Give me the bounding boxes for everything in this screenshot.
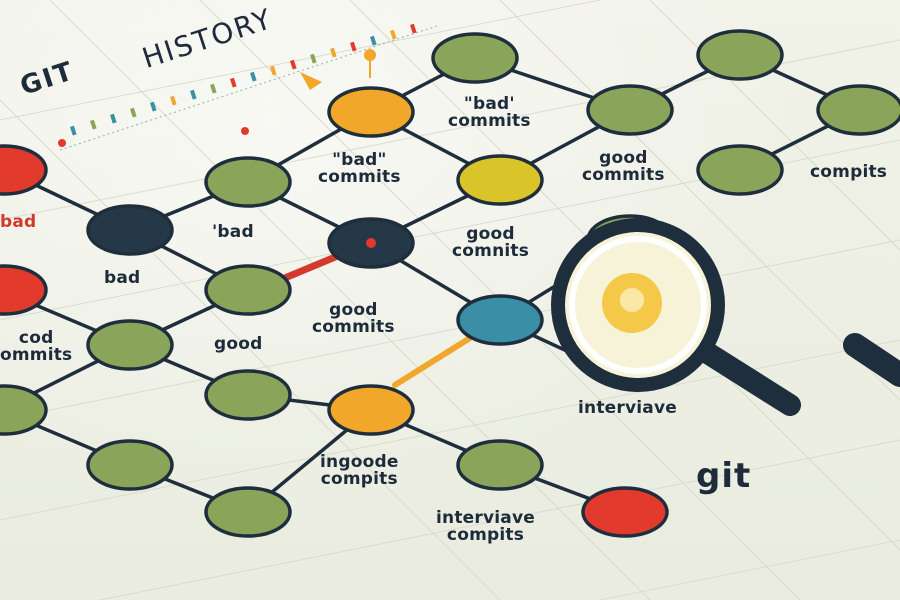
commit-node[interactable] xyxy=(456,294,544,346)
highlight-edge-orange xyxy=(392,335,473,388)
label-cut-ommits: cod ommits xyxy=(0,328,73,365)
commit-marker-dot xyxy=(366,238,376,248)
label-bad-cut: bad xyxy=(0,212,37,232)
commit-node[interactable] xyxy=(86,319,174,371)
commit-node[interactable] xyxy=(696,29,784,81)
label-ingoode: ingoode compits xyxy=(320,452,399,489)
commit-node[interactable] xyxy=(586,84,674,136)
label-bad-left: "bad" commits xyxy=(318,150,401,187)
title-dash-row xyxy=(58,23,441,151)
commit-node[interactable] xyxy=(204,264,292,316)
commit-node[interactable] xyxy=(0,264,48,316)
label-good-commits-mid: good commits xyxy=(312,300,395,337)
magnifier-handle-edge xyxy=(843,333,900,387)
highlight-edge-red xyxy=(276,251,344,284)
commit-node[interactable] xyxy=(456,154,544,206)
commit-node[interactable] xyxy=(86,439,174,491)
label-bad-plain: bad xyxy=(104,268,141,288)
label-interviave-compits: interviave compits xyxy=(436,508,535,545)
commit-node[interactable] xyxy=(456,439,544,491)
label-interviave: interviave xyxy=(578,398,677,418)
commit-node[interactable] xyxy=(86,204,174,256)
commit-node[interactable] xyxy=(327,384,415,436)
git-brand-wordmark: git xyxy=(696,456,752,496)
label-compits-right: compits xyxy=(810,162,888,182)
label-good-right: good commits xyxy=(582,148,665,185)
commit-node[interactable] xyxy=(696,144,784,196)
commit-node[interactable] xyxy=(0,384,48,436)
commit-node[interactable] xyxy=(204,156,292,208)
commit-node[interactable] xyxy=(581,486,669,538)
label-bad-partial: 'bad xyxy=(212,222,254,242)
label-good-plain: good xyxy=(214,334,263,354)
commit-node[interactable] xyxy=(0,144,48,196)
commit-node[interactable] xyxy=(816,84,900,136)
magnifier-icon xyxy=(551,218,801,416)
label-bad-top: "bad' commits xyxy=(448,94,531,131)
commit-node[interactable] xyxy=(431,32,519,84)
commit-node[interactable] xyxy=(327,86,415,138)
commit-node[interactable] xyxy=(204,369,292,421)
label-good-center: good comnits xyxy=(452,224,530,261)
commit-node[interactable] xyxy=(204,486,292,538)
